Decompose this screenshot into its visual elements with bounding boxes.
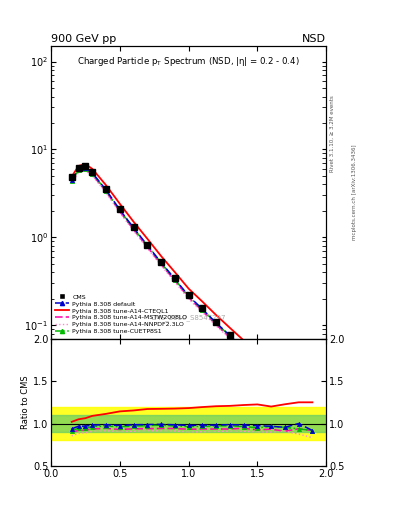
Y-axis label: Ratio to CMS: Ratio to CMS: [21, 375, 30, 429]
Bar: [51, 407, 326, 440]
Text: 900 GeV pp: 900 GeV pp: [51, 33, 116, 44]
Bar: [51, 415, 326, 432]
Text: NSD: NSD: [302, 33, 326, 44]
Text: Rivet 3.1.10, ≥ 3.2M events: Rivet 3.1.10, ≥ 3.2M events: [330, 96, 335, 172]
Text: Charged Particle $\mathregular{p_T}$ Spectrum (NSD, $\mathregular{|\eta|}$ = 0.2: Charged Particle $\mathregular{p_T}$ Spe…: [77, 55, 300, 68]
Text: mcplots.cern.ch [arXiv:1306.3436]: mcplots.cern.ch [arXiv:1306.3436]: [352, 144, 357, 240]
Text: CMS_2010_S8547297: CMS_2010_S8547297: [151, 314, 226, 321]
Legend: CMS, Pythia 8.308 default, Pythia 8.308 tune-A14-CTEQL1, Pythia 8.308 tune-A14-M: CMS, Pythia 8.308 default, Pythia 8.308 …: [54, 293, 189, 335]
